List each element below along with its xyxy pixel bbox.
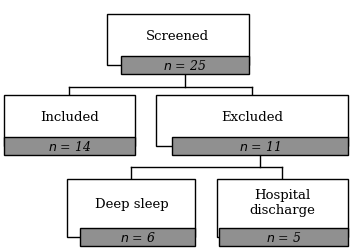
Bar [106, 15, 248, 66]
Bar [171, 137, 348, 155]
Bar [4, 137, 135, 155]
Bar [4, 96, 135, 146]
Bar [121, 56, 248, 75]
Text: Hospital
discharge: Hospital discharge [249, 188, 315, 216]
Text: $n$ = 14: $n$ = 14 [48, 139, 91, 153]
Bar [217, 179, 348, 237]
Text: $n$ = 6: $n$ = 6 [120, 230, 156, 244]
Text: $n$ = 25: $n$ = 25 [163, 58, 206, 73]
Text: Screened: Screened [146, 30, 209, 43]
Text: $n$ = 5: $n$ = 5 [266, 230, 301, 244]
Bar [156, 96, 348, 146]
Bar [80, 228, 195, 246]
Bar [67, 179, 195, 237]
Text: Excluded: Excluded [221, 110, 283, 123]
Text: Included: Included [40, 110, 99, 123]
Bar [219, 228, 348, 246]
Text: $n$ = 11: $n$ = 11 [239, 139, 280, 153]
Text: Deep sleep: Deep sleep [94, 197, 168, 210]
